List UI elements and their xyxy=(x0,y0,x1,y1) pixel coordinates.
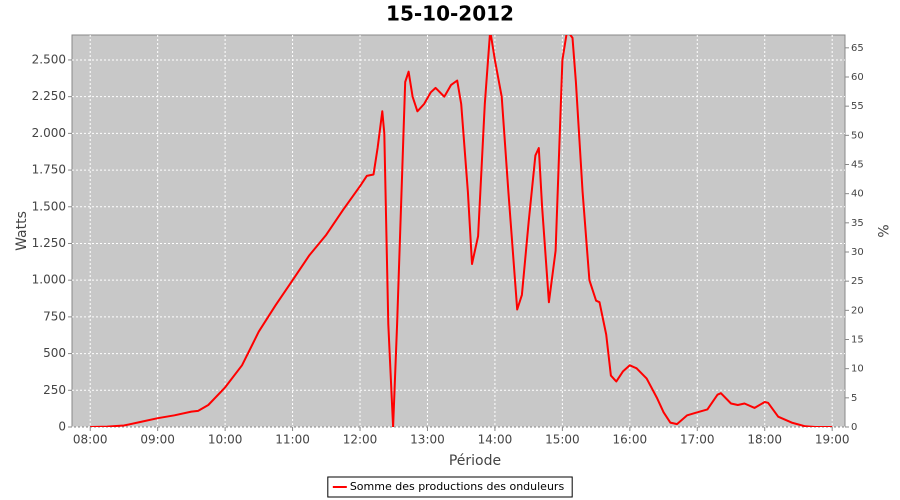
y2-tick-label: 35 xyxy=(851,218,864,229)
y-tick-label: 1.000 xyxy=(32,273,66,287)
x-tick-label: 14:00 xyxy=(478,433,513,447)
y2-tick-label: 65 xyxy=(851,43,864,54)
y2-tick-label: 20 xyxy=(851,305,864,316)
y2-tick-label: 15 xyxy=(851,335,864,346)
x-tick-label: 13:00 xyxy=(410,433,445,447)
y2-tick-label: 0 xyxy=(851,422,857,433)
y-tick-label: 2.250 xyxy=(32,89,66,103)
x-tick-label: 08:00 xyxy=(73,433,108,447)
y-tick-label: 2.500 xyxy=(32,52,66,66)
y2-tick-label: 30 xyxy=(851,247,864,258)
x-tick-label: 15:00 xyxy=(545,433,580,447)
series-line xyxy=(90,35,833,427)
legend-label: Somme des productions des onduleurs xyxy=(350,480,565,493)
y-tick-label: 1.500 xyxy=(32,199,66,213)
y2-tick-label: 5 xyxy=(851,393,857,404)
x-tick-label: 19:00 xyxy=(815,433,850,447)
y2-tick-label: 45 xyxy=(851,160,864,171)
y-tick-label: 2.000 xyxy=(32,126,66,140)
y-tick-label: 1.750 xyxy=(32,163,66,177)
legend: Somme des productions des onduleurs xyxy=(327,476,573,498)
y2-tick-label: 60 xyxy=(851,72,864,83)
y2-axis-label: % xyxy=(874,224,890,237)
y2-tick-label: 55 xyxy=(851,101,864,112)
marks xyxy=(90,35,833,427)
x-tick-label: 16:00 xyxy=(613,433,648,447)
x-tick-label: 17:00 xyxy=(680,433,715,447)
plot-area xyxy=(71,34,846,428)
y-tick-label: 750 xyxy=(43,309,66,323)
y-tick-label: 0 xyxy=(58,420,66,434)
y-tick-label: 500 xyxy=(43,346,66,360)
x-tick-label: 18:00 xyxy=(747,433,782,447)
y2-tick-label: 25 xyxy=(851,276,864,287)
x-axis-label: Période xyxy=(449,453,501,469)
y2-tick-label: 50 xyxy=(851,130,864,141)
x-tick-label: 10:00 xyxy=(208,433,243,447)
y2-tick-label: 10 xyxy=(851,364,864,375)
x-tick-label: 12:00 xyxy=(343,433,378,447)
x-tick-label: 09:00 xyxy=(140,433,175,447)
legend-box xyxy=(327,476,573,498)
y-tick-label: 250 xyxy=(43,383,66,397)
y-tick-label: 1.250 xyxy=(32,236,66,250)
y2-tick-label: 40 xyxy=(851,189,864,200)
x-tick-label: 11:00 xyxy=(275,433,310,447)
grid xyxy=(68,35,849,431)
chart-title: 15-10-2012 xyxy=(386,2,514,26)
y-axis-label: Watts xyxy=(14,211,30,251)
